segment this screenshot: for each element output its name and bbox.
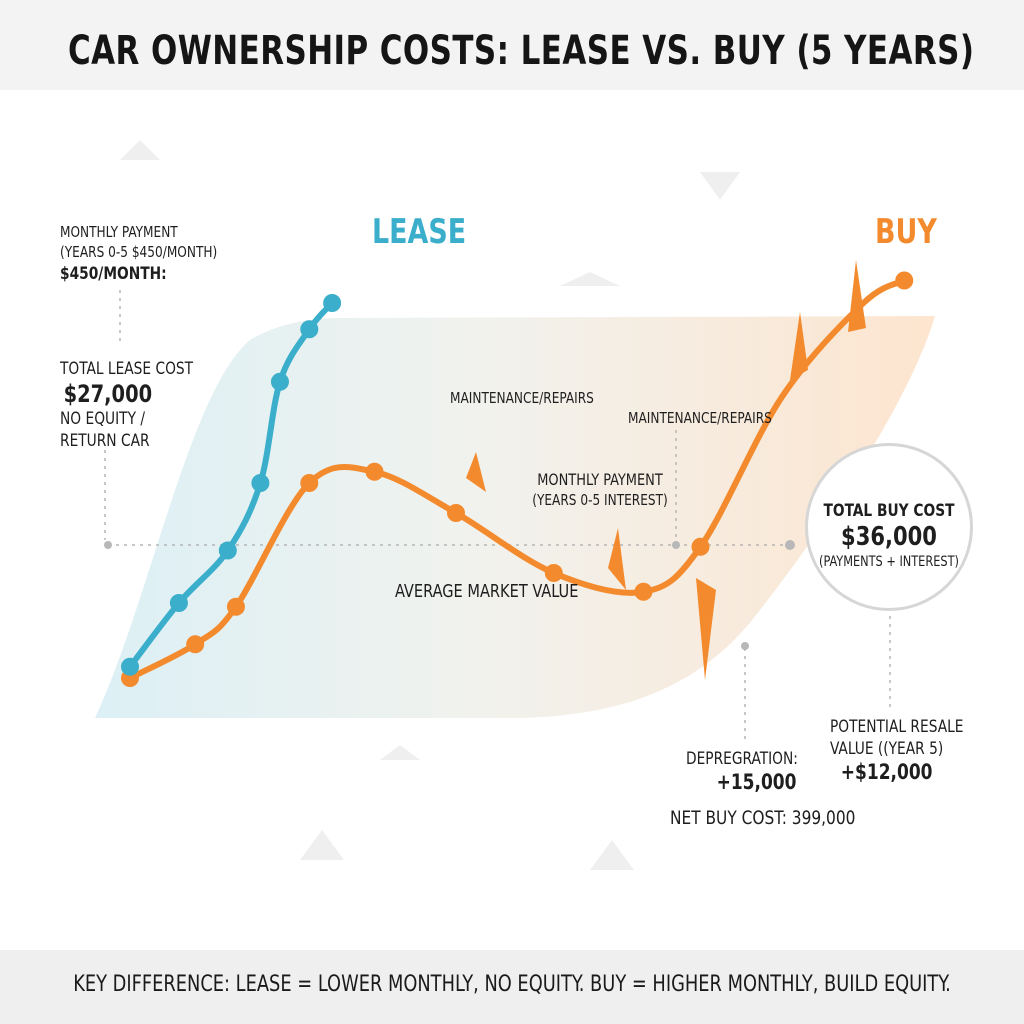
annotation-value: +$12,000 — [840, 760, 933, 784]
buy-point — [186, 635, 205, 654]
annotation-net-buy: NET BUY COST: 399,000 — [670, 807, 856, 829]
buy-point — [300, 474, 319, 492]
annotation-line: MONTHLY PAYMENT — [537, 470, 663, 489]
guide-dot — [785, 540, 795, 550]
annotation-line: TOTAL BUY COST — [823, 501, 955, 521]
buy-spike — [790, 312, 808, 380]
annotation-line: TOTAL LEASE COST — [60, 359, 194, 379]
buy-point — [691, 537, 710, 556]
legend-buy: BUY — [875, 212, 937, 252]
buy-point — [365, 462, 384, 481]
annotation-line: (YEARS 0-5 INTEREST) — [532, 491, 668, 509]
annotation-value: $450/MONTH: — [60, 264, 167, 284]
lease-point — [300, 320, 319, 339]
total-buy-badge — [805, 443, 973, 611]
buy-spike — [696, 578, 716, 680]
guide-dot — [672, 541, 680, 549]
deco-triangle — [380, 745, 420, 760]
footer-band: KEY DIFFERENCE: LEASE = LOWER MONTHLY, N… — [0, 950, 1024, 1024]
annotation-total-lease: TOTAL LEASE COST $27,000 NO EQUITY / RET… — [60, 358, 193, 452]
lease-series — [121, 294, 342, 676]
lease-point — [270, 372, 289, 391]
annotation-value: +15,000 — [716, 770, 797, 794]
buy-point — [447, 504, 465, 522]
annotation-value: $36,000 — [841, 522, 937, 552]
buy-spike — [608, 528, 626, 590]
buy-spike — [466, 452, 486, 492]
guide-dot — [104, 541, 112, 549]
annotation-line: RETURN CAR — [60, 431, 150, 451]
annotation-average-market-value: AVERAGE MARKET VALUE — [395, 581, 579, 602]
guide-dot — [741, 642, 749, 650]
buy-point — [226, 597, 245, 616]
legend-lease: LEASE — [372, 212, 467, 252]
annotation-line: VALUE ((YEAR 5) — [830, 739, 944, 759]
annotation-line: DEPREGRATION: — [686, 749, 798, 769]
lease-point — [218, 541, 237, 560]
title-band — [0, 0, 1024, 90]
annotation-line: MONTHLY PAYMENT — [60, 223, 178, 241]
chart-title: CAR OWNERSHIP COSTS: LEASE VS. BUY (5 YE… — [68, 28, 975, 74]
annotation-value: $27,000 — [63, 380, 153, 408]
lease-point — [121, 657, 139, 676]
footer-key-difference: KEY DIFFERENCE: LEASE = LOWER MONTHLY, N… — [73, 972, 951, 997]
annotation-monthly-payment-buy: MONTHLY PAYMENT (YEARS 0-5 INTEREST) — [474, 470, 726, 510]
deco-triangle — [120, 140, 160, 160]
background-triangles — [120, 140, 740, 870]
guide-dots — [104, 540, 795, 650]
buy-spike — [848, 260, 866, 332]
lease-point — [251, 474, 270, 492]
buy-curve-spikes — [466, 260, 866, 680]
annotation-line: POTENTIAL RESALE — [830, 717, 964, 737]
annotation-monthly-payment-lease: MONTHLY PAYMENT (YEARS 0-5 $450/MONTH) $… — [60, 222, 217, 286]
annotation-maintenance-1: MAINTENANCE/REPAIRS — [450, 389, 594, 407]
deco-triangle — [300, 830, 344, 860]
annotation-total-buy: TOTAL BUY COST $36,000 (PAYMENTS + INTER… — [808, 500, 970, 572]
annotation-resale: POTENTIAL RESALE VALUE ((YEAR 5) +$12,00… — [830, 716, 963, 784]
lease-point — [323, 294, 342, 312]
annotation-line: (YEARS 0-5 $450/MONTH) — [60, 243, 218, 261]
buy-point — [634, 582, 653, 601]
deco-triangle — [700, 172, 740, 200]
annotation-depreciation: DEPREGRATION: +15,000 — [686, 748, 798, 794]
annotation-line: NO EQUITY / — [60, 409, 145, 429]
background-band — [95, 316, 935, 718]
deco-triangle — [590, 840, 634, 870]
buy-point — [544, 564, 563, 582]
lease-point — [169, 594, 188, 612]
series-layer — [121, 271, 914, 687]
annotation-line: (PAYMENTS + INTEREST) — [819, 554, 959, 570]
deco-triangle — [560, 272, 620, 286]
annotation-maintenance-2: MAINTENANCE/REPAIRS — [628, 409, 772, 427]
buy-point — [895, 271, 914, 290]
